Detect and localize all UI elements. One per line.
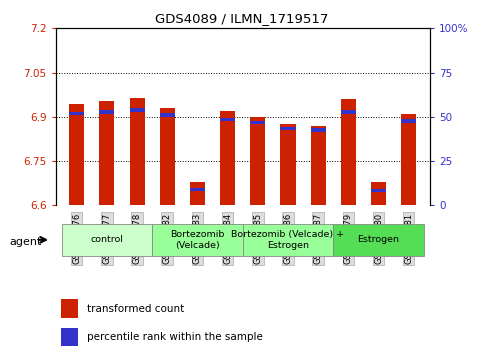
Bar	[190, 188, 205, 191]
Bar	[220, 111, 235, 205]
Bar	[99, 101, 114, 205]
Bar	[69, 103, 84, 205]
Bar	[311, 128, 326, 132]
FancyBboxPatch shape	[333, 224, 424, 256]
Text: GDS4089 / ILMN_1719517: GDS4089 / ILMN_1719517	[155, 12, 328, 25]
FancyBboxPatch shape	[62, 224, 152, 256]
Text: percentile rank within the sample: percentile rank within the sample	[86, 332, 262, 342]
Bar	[371, 182, 386, 205]
FancyBboxPatch shape	[243, 224, 333, 256]
Bar	[69, 112, 84, 115]
Bar	[190, 182, 205, 205]
Bar	[160, 113, 175, 117]
Bar	[401, 119, 416, 123]
FancyBboxPatch shape	[152, 224, 243, 256]
Bar	[311, 126, 326, 205]
Bar	[99, 110, 114, 114]
Text: Bortezomib (Velcade) +
Estrogen: Bortezomib (Velcade) + Estrogen	[231, 230, 344, 250]
Bar	[341, 99, 356, 205]
Text: Estrogen: Estrogen	[357, 235, 399, 244]
Text: transformed count: transformed count	[86, 303, 184, 314]
Bar	[341, 110, 356, 114]
Bar	[371, 188, 386, 192]
Text: Bortezomib
(Velcade): Bortezomib (Velcade)	[170, 230, 225, 250]
Bar	[61, 299, 78, 318]
Bar	[401, 114, 416, 205]
Bar	[281, 126, 296, 130]
Bar	[281, 124, 296, 205]
Bar	[129, 98, 144, 205]
Bar	[160, 108, 175, 205]
Text: agent: agent	[10, 238, 42, 247]
Bar	[250, 121, 265, 124]
Text: control: control	[90, 235, 123, 244]
Bar	[61, 328, 78, 346]
Bar	[250, 117, 265, 205]
Bar	[129, 108, 144, 112]
Bar	[220, 118, 235, 121]
